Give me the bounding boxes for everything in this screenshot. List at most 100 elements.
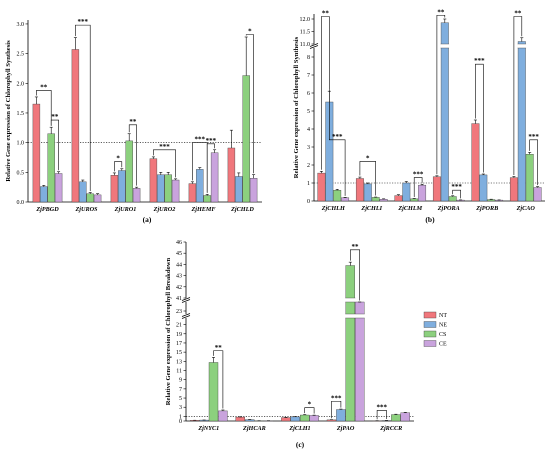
y-tick-label: 21	[176, 323, 182, 329]
y-tick-label: 9	[179, 378, 182, 384]
bar-cs-zjnyc1	[208, 362, 219, 422]
bar-cs-zjchld	[242, 75, 250, 203]
significance-bracket	[452, 189, 461, 199]
axis-break-gap	[310, 44, 318, 48]
y-axis-label: Relative Gene expression of Chlorophyll …	[293, 36, 300, 178]
significance-bracket	[376, 410, 387, 420]
x-category-label: ZjNYC1	[197, 425, 219, 432]
significance-bracket	[245, 34, 254, 174]
bar-nt-zjclh1	[281, 417, 291, 422]
bar-ne-zjuros	[79, 181, 87, 203]
significance-label: ***	[413, 171, 424, 179]
y-tick-label: 0	[179, 419, 182, 425]
bar-break-gap	[517, 44, 527, 48]
y-tick-label: 2.0	[17, 81, 25, 87]
y-tick-label: 44	[176, 262, 182, 268]
significance-bracket	[529, 139, 538, 186]
bar-break-gap	[354, 314, 365, 318]
bar-ce-zjrccr	[400, 412, 410, 422]
significance-label: **	[437, 8, 445, 16]
y-tick-label: 5	[179, 396, 182, 402]
significance-label: **	[40, 83, 48, 91]
y-tick-label: 1	[179, 414, 182, 420]
bar-nt-zjhcar	[235, 416, 246, 422]
bar-ce-zjuro1	[132, 188, 141, 203]
significance-bracket	[75, 24, 91, 192]
x-category-label: ZjHCAR	[242, 425, 266, 432]
bar-cs-zjchlm	[410, 198, 419, 202]
bar-ne-zjchli	[363, 183, 372, 202]
significance-bracket	[329, 89, 346, 196]
bar-nt-zjpora	[432, 176, 441, 202]
y-tick-label: 17	[176, 341, 182, 347]
bar-ce-zjpbgd	[54, 173, 63, 203]
significance-label: *	[308, 401, 312, 409]
panel-label: (a)	[143, 215, 152, 224]
bar-ce-zjuros	[93, 194, 102, 203]
x-category-label: ZjPBGD	[35, 206, 59, 213]
significance-bracket	[213, 350, 224, 409]
significance-bracket	[331, 400, 342, 419]
bar-ne-zjpbgd	[40, 186, 48, 203]
legend-label-nt: NT	[439, 313, 447, 319]
significance-label: ***	[377, 403, 388, 411]
panel-b-chart: 0 1 2 3 4 5 6 7 8 11.0 11.5 12.0 Relative Gene expre…	[293, 8, 545, 224]
x-category-label: ZjURO2	[153, 206, 176, 213]
y-tick-label: 1	[307, 181, 310, 187]
bar-ce-zjchlh	[341, 197, 350, 202]
y-tick-label: 3.0	[17, 22, 25, 28]
y-tick-label: 11.5	[300, 30, 310, 36]
bar-ce-zjpora	[456, 199, 465, 202]
bar-nt-zjporb	[471, 123, 480, 202]
bar-nt-zjchlh	[317, 172, 326, 202]
significance-bracket	[36, 90, 52, 126]
y-tick-label: 42	[176, 285, 182, 291]
significance-bracket	[436, 14, 446, 175]
panel-label: (b)	[425, 215, 435, 224]
x-category-label: ZjPORA	[437, 205, 460, 212]
significance-bracket	[359, 161, 376, 196]
axis-break-mark	[181, 315, 191, 319]
significance-bracket	[304, 407, 315, 414]
bar-ne-zjhemf	[196, 169, 204, 203]
bar-cs-zjuro1	[125, 140, 133, 203]
y-tick-label: 11.0	[300, 42, 310, 48]
x-category-label: ZjCHLD	[230, 206, 254, 213]
legend-label-ne: NE	[439, 323, 447, 329]
significance-label: ***	[528, 133, 539, 141]
significance-label: **	[51, 113, 59, 121]
significance-bracket	[413, 177, 423, 197]
x-category-label: ZjHEMF	[190, 206, 216, 213]
legend: NT NE CS CE	[423, 311, 447, 348]
significance-label: ***	[206, 137, 217, 145]
bar-break-gap	[345, 298, 356, 302]
bar-ne-zjclh1	[290, 416, 300, 422]
axis-break-mark	[181, 299, 191, 303]
panel-label: (c)	[296, 440, 305, 449]
significance-label: ***	[332, 133, 343, 141]
y-tick-label: 0	[307, 199, 310, 205]
y-tick-label: 5	[307, 109, 310, 115]
bar-ce-zjchli	[379, 198, 388, 202]
bar-nt-zjuro1	[110, 175, 119, 203]
axis-break-mark	[309, 43, 319, 47]
y-tick-label: 1.0	[17, 141, 25, 147]
y-tick-label: 13	[176, 359, 182, 365]
significance-label: ***	[474, 57, 485, 65]
bar-cs-zjclh1	[300, 414, 310, 422]
legend-label-cs: CS	[439, 332, 446, 338]
panel-c-chart: 01357911131517192123414243444546Relative…	[165, 240, 414, 449]
axis-break-gap	[182, 314, 190, 318]
significance-bracket	[206, 143, 215, 193]
bar-cs-zjpao	[345, 265, 355, 422]
y-axis-label: Relative Gene expression of Chlorophyll …	[165, 257, 172, 405]
y-tick-label: 45	[176, 251, 182, 257]
legend-swatch-cs	[423, 330, 437, 338]
significance-label: **	[514, 10, 522, 18]
y-tick-label: 23	[176, 309, 182, 315]
y-tick-label: 0.0	[17, 200, 25, 206]
bar-ne-zjchlm	[402, 182, 411, 202]
x-category-label: ZjCHLI	[360, 205, 382, 212]
bar-nt-zjpao	[326, 419, 337, 422]
